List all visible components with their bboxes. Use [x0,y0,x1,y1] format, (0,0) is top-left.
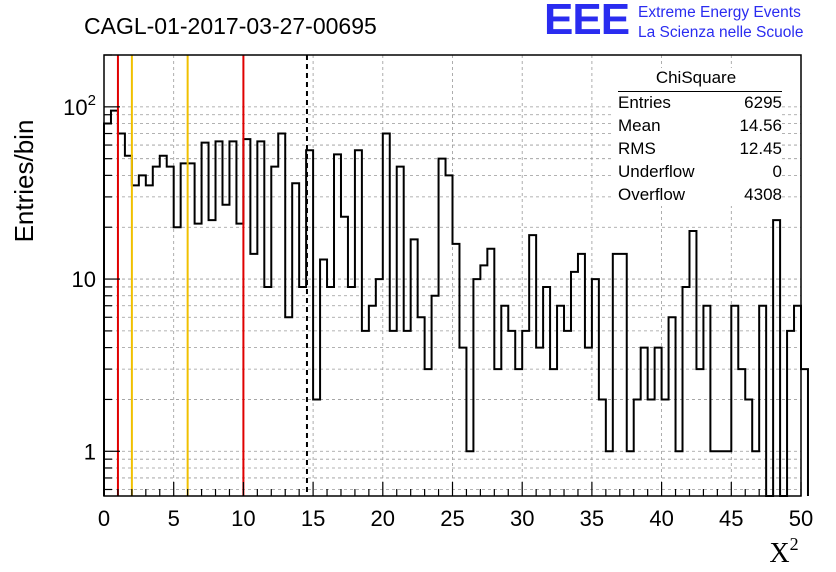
x-tick-label: 30 [510,506,534,531]
histogram-outline [103,109,809,497]
x-tick-label: 45 [719,506,743,531]
x-tick-label: 50 [789,506,813,531]
stats-row-overflow: Overflow 4308 [618,185,782,208]
x-tick-label: 20 [371,506,395,531]
x-tick-label: 15 [301,506,325,531]
stats-value: 12.45 [739,139,782,158]
x-tick-label: 35 [580,506,604,531]
y-tick-label: 1 [84,439,96,464]
y-tick-labels: 1 10 102 [63,92,96,464]
stats-row-rms: RMS 12.45 [618,139,782,162]
x-tick-label: 40 [649,506,673,531]
histogram-bars [103,109,809,497]
stats-label: Underflow [618,162,695,181]
chart-title: CAGL-01-2017-03-27-00695 [84,13,377,39]
logo-mark: EEE [544,0,630,44]
stats-value: 14.56 [739,116,782,135]
stats-row-mean: Mean 14.56 [618,116,782,139]
y-axis-label: Entries/bin [9,120,39,243]
y-tick-label: 102 [63,92,96,120]
stats-label: RMS [618,139,656,158]
stats-label: Entries [618,93,671,112]
stats-value: 0 [772,162,782,181]
stats-title: ChiSquare [655,68,737,87]
logo-line-1: Extreme Energy Events [638,4,801,21]
stats-label: Overflow [618,185,686,204]
x-tick-label: 25 [440,506,464,531]
x-tick-label: 0 [98,506,110,531]
axes [103,54,802,497]
threshold-markers [116,55,308,496]
stats-box: ChiSquare Entries 6295 Mean 14.56 RMS 12… [612,68,782,208]
stats-value: 6295 [744,93,782,112]
logo-line-2: La Scienza nelle Scuole [638,24,804,41]
x-tick-label: 10 [231,506,255,531]
x-tick-labels: 0 5 10 15 20 25 30 35 40 45 50 [98,506,813,531]
stats-divider [618,91,782,92]
x-tick-label: 5 [168,506,180,531]
stats-value: 4308 [744,185,782,204]
x-axis-label: X2 [769,534,798,569]
stats-row-underflow: Underflow 0 [618,162,782,185]
stats-row-entries: Entries 6295 [618,93,782,116]
stats-label: Mean [618,116,661,135]
y-tick-label: 10 [72,267,96,292]
eee-logo: EEE Extreme Energy Events La Scienza nel… [544,0,836,44]
